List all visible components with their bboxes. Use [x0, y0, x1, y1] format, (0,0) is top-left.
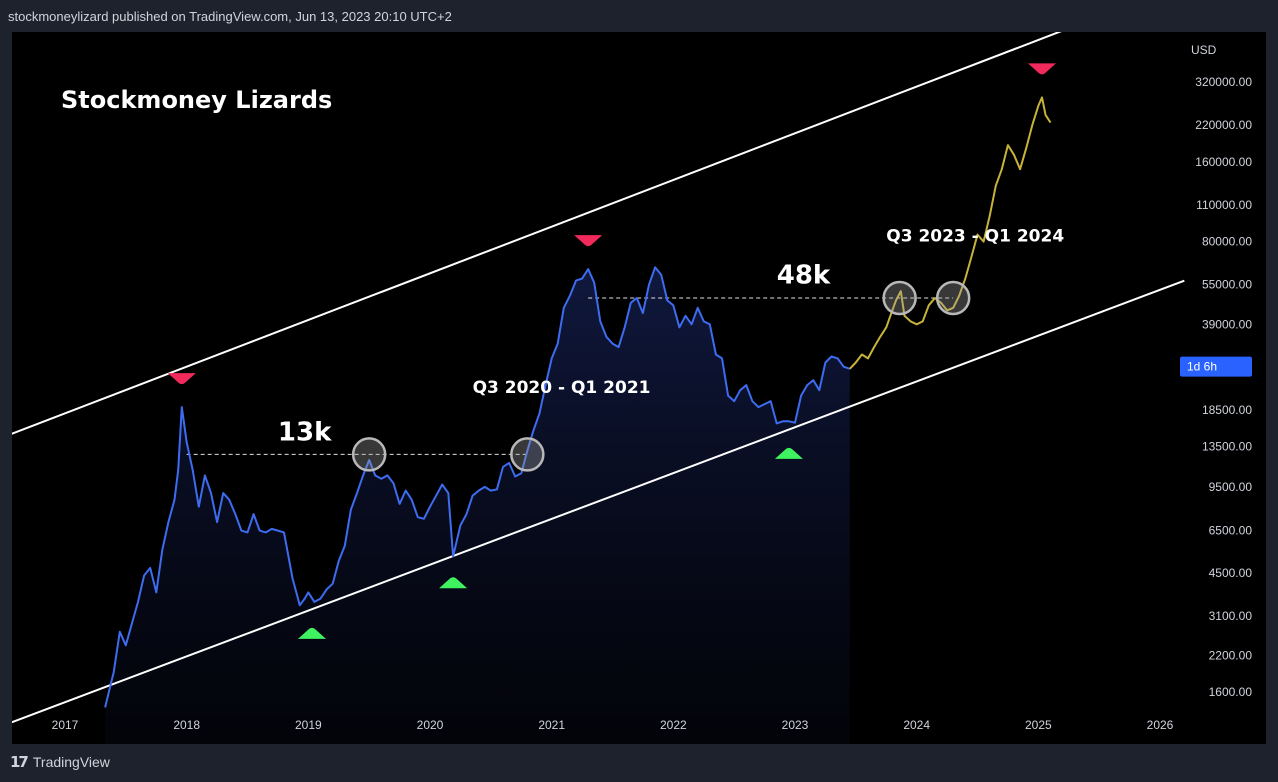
y-tick-label: 39000.00 — [1202, 317, 1252, 331]
y-tick-label: 160000.00 — [1195, 155, 1252, 169]
price-area-fill — [105, 267, 850, 744]
peak-marker-icon-0 — [167, 373, 196, 385]
y-tick-label: 18500.00 — [1202, 403, 1252, 417]
footer-branding: 17 TradingView — [10, 750, 110, 774]
current-price-badge — [1180, 356, 1252, 377]
highlight-circle-0 — [351, 437, 387, 472]
channel-line-lower — [12, 279, 1185, 724]
x-tick-label: 2017 — [52, 718, 79, 732]
y-tick-label: 55000.00 — [1202, 278, 1252, 292]
highlight-circle-3 — [935, 280, 971, 316]
x-tick-label: 2019 — [295, 718, 322, 732]
chart-title: Stockmoney Lizards — [61, 86, 332, 114]
y-tick-label: 220000.00 — [1195, 118, 1252, 132]
y-tick-label: 320000.00 — [1195, 75, 1252, 89]
annotation-0: 13k — [278, 418, 332, 448]
y-tick-label: 3100.00 — [1209, 609, 1253, 623]
annotation-1: Q3 2020 - Q1 2021 — [473, 378, 651, 398]
channel-line-upper — [12, 32, 1062, 435]
y-tick-label: 1600.00 — [1209, 685, 1253, 699]
annotation-2: 48k — [777, 261, 831, 291]
chart-pane[interactable]: 13k Q3 2020 - Q1 2021 48k Q3 2023 - Q1 2024… — [12, 32, 1266, 744]
current-price-badge-label: 1d 6h — [1187, 360, 1217, 374]
y-axis-unit: USD — [1191, 43, 1217, 57]
y-tick-label: 80000.00 — [1202, 235, 1252, 249]
bottom-marker-icon-1 — [439, 577, 468, 589]
peak-marker-icon-1 — [574, 235, 603, 247]
x-tick-label: 2018 — [173, 718, 200, 732]
peak-marker-icon-2 — [1027, 63, 1056, 75]
y-tick-label: 6500.00 — [1209, 524, 1253, 538]
y-tick-label: 110000.00 — [1196, 198, 1252, 212]
series-line-projection — [849, 96, 1052, 370]
x-tick-label: 2023 — [782, 718, 809, 732]
footer-brand-text: TradingView — [32, 754, 110, 770]
x-tick-label: 2020 — [417, 718, 444, 732]
tradingview-logo-icon: 17 — [10, 753, 29, 771]
x-tick-label: 2025 — [1025, 718, 1052, 732]
annotation-3: Q3 2023 - Q1 2024 — [886, 227, 1064, 247]
bottom-marker-icon-2 — [774, 447, 803, 459]
x-tick-label: 2024 — [903, 718, 930, 732]
x-tick-label: 2026 — [1147, 718, 1174, 732]
bottom-marker-icon-0 — [297, 627, 326, 639]
y-tick-label: 4500.00 — [1209, 566, 1253, 580]
x-tick-label: 2021 — [538, 718, 565, 732]
y-tick-label: 13500.00 — [1202, 439, 1252, 453]
series-line-historical — [104, 266, 851, 708]
highlight-circle-2 — [882, 280, 917, 316]
y-tick-label: 2200.00 — [1209, 648, 1253, 662]
highlight-circle-1 — [510, 437, 545, 472]
x-tick-label: 2022 — [660, 718, 687, 732]
price-chart[interactable]: 13k Q3 2020 - Q1 2021 48k Q3 2023 - Q1 2024… — [12, 32, 1266, 744]
publish-header: stockmoneylizard published on TradingVie… — [8, 9, 452, 24]
y-tick-label: 9500.00 — [1209, 480, 1253, 494]
